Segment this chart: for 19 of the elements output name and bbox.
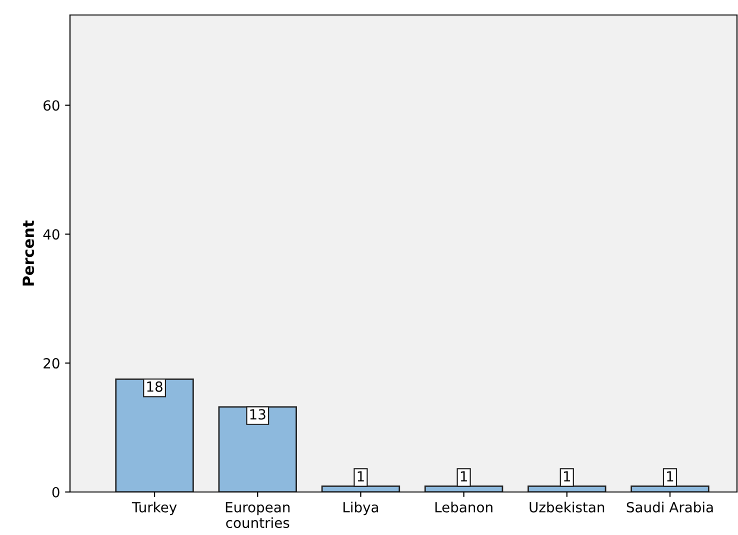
data-label: 1 <box>667 471 674 482</box>
data-label: 1 <box>564 471 570 482</box>
data-label: 1 <box>358 471 364 482</box>
x-tick-label: Saudi Arabia <box>626 502 713 512</box>
y-tick-label: 20 <box>44 358 60 369</box>
x-tick-label: European countries <box>226 502 290 528</box>
data-label: 18 <box>147 381 162 392</box>
bar <box>218 406 297 492</box>
data-label: 13 <box>250 409 266 420</box>
x-tick-label: Libya <box>344 502 378 516</box>
x-tick-label: Uzbekistan <box>530 502 604 512</box>
data-label: 1 <box>460 471 467 482</box>
x-tick-label: Turkey <box>132 502 177 516</box>
y-tick-label: 0 <box>52 486 60 498</box>
x-tick-label: Lebanon <box>435 502 492 512</box>
y-axis-title: Percent <box>22 220 34 286</box>
y-tick-label: 40 <box>43 229 60 240</box>
bar <box>115 378 194 492</box>
y-tick-label: 60 <box>44 100 60 111</box>
